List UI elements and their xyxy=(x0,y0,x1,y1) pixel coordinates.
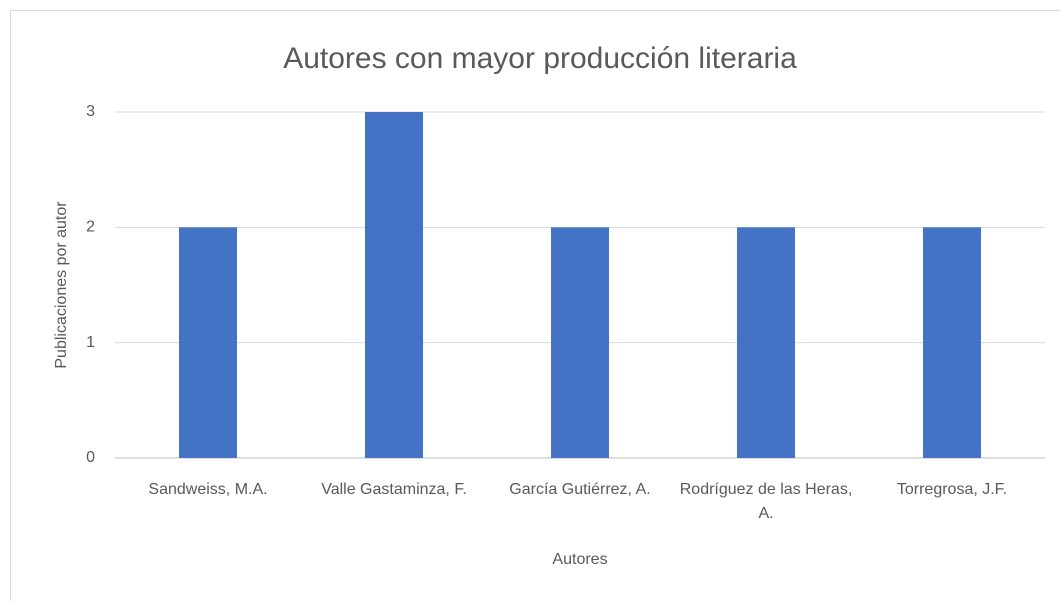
bar xyxy=(550,227,610,458)
x-tick-label: García Gutiérrez, A. xyxy=(509,481,650,498)
x-tick-label: Valle Gastaminza, F. xyxy=(321,481,467,498)
y-tick-label: 2 xyxy=(86,219,95,236)
x-tick-label: Rodríguez de las Heras, A. xyxy=(680,481,853,522)
y-tick-label: 3 xyxy=(86,103,95,120)
chart-border xyxy=(10,10,1060,601)
x-tick-label: Sandweiss, M.A. xyxy=(148,481,267,498)
y-tick-label: 0 xyxy=(86,449,95,466)
x-axis-label: Autores xyxy=(552,551,607,568)
bar xyxy=(364,112,424,458)
x-tick-label: Torregrosa, J.F. xyxy=(897,481,1007,498)
y-axis-label: Publicaciones por autor xyxy=(53,201,70,369)
y-tick-label: 1 xyxy=(86,334,95,351)
bar xyxy=(178,227,238,458)
bar xyxy=(736,227,796,458)
bar xyxy=(922,227,982,458)
chart-title: Autores con mayor producción literaria xyxy=(283,42,797,75)
